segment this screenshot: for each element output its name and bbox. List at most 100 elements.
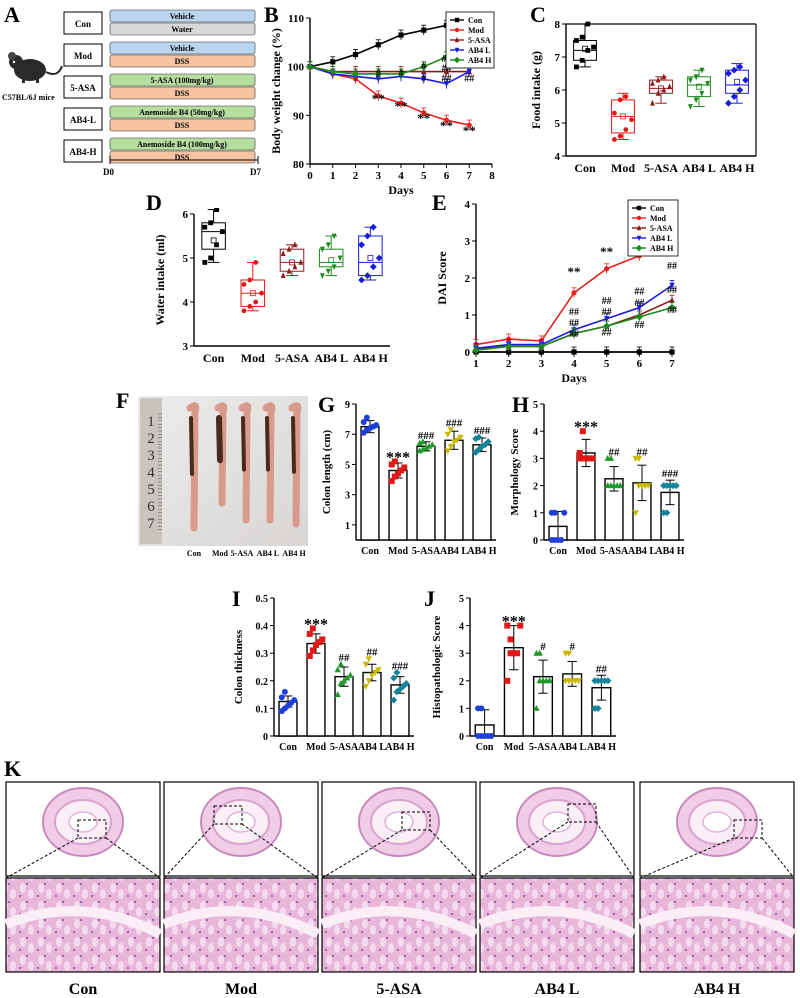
chart-c-food-intake: 4 5 6 7 8 Food intake (g) Con Mod 5-ASA AB4 L AB4 … [529,19,757,175]
y-tick-label: 9 [345,400,350,411]
y-tick-label: 3 [465,236,471,248]
data-point [507,636,514,643]
colon-specimen [262,402,276,524]
tissue-band [4,906,163,939]
data-point [241,282,247,287]
data-point [705,81,710,87]
x-tick-label: 5 [421,170,427,182]
significance-mark: # [376,68,381,79]
photo-label: Mod [212,549,229,558]
y-tick-label: 1 [465,310,471,322]
data-point [585,48,591,53]
data-point [725,70,732,77]
timeline-end: D7 [250,167,261,177]
mean-marker [620,113,626,120]
legend-marker [635,244,643,252]
data-point [594,704,602,712]
data-point [309,625,316,632]
data-point [655,89,661,96]
data-point [725,99,732,107]
data-point [220,229,225,234]
significance-mark: # [569,641,575,653]
data-point [604,316,610,323]
treatment-bar-0 [109,9,256,23]
photo-label: Con [187,549,202,558]
data-point [551,509,558,516]
y-tick-label: 3 [183,341,189,353]
panel-label-i: I [232,586,241,611]
series-line-ab4-h [309,53,470,75]
treatment-bar-4 [109,137,256,151]
group-label-3: AB4-L [70,115,96,125]
data-point [650,80,655,86]
x-tick-label: 6 [637,358,643,370]
data-point [650,99,655,106]
legend-marker [636,205,642,211]
data-point [390,696,398,704]
data-point [570,329,578,338]
zoom-region [733,819,763,839]
category-label: Mod [611,161,635,175]
category-label: Mod [306,742,326,753]
data-point [419,438,427,445]
mean-marker [289,259,295,266]
tissue-band [320,906,479,939]
colon-specimen [214,402,228,507]
series-line-ab4-l [309,65,470,85]
data-point [576,455,583,462]
y-tick-label: 5 [345,460,350,471]
y-tick-label: 8 [555,19,561,31]
photo-label: 5-ASA [231,549,254,558]
significance-mark: ## [442,64,452,75]
data-point [466,122,472,128]
data-point [575,678,582,685]
data-point [663,509,671,517]
data-point [669,296,675,303]
drink-label-2: DSS [175,89,190,98]
colon-specimen [186,402,200,532]
y-tick-label: 4 [183,297,189,309]
data-point [369,223,377,231]
category-label: 5-ASA [412,546,441,557]
data-point [313,641,319,648]
panel-label-c: C [530,2,546,27]
data-point [574,38,579,43]
x-tick-label: 0 [307,170,313,182]
data-point [514,650,521,657]
significance-mark: ## [634,298,644,309]
histology-label: AB4 L [535,981,580,998]
significance-mark: ** [440,118,453,133]
data-point [331,264,337,271]
y-tick-label: 5 [183,253,189,265]
x-tick-label: 1 [473,358,479,370]
colon-specimen [288,402,302,528]
chart-b-body-weight: 80 90 100 110 0 1 2 3 4 5 6 7 8 Body weight change (%… [269,11,495,197]
data-point [699,67,705,74]
group-label-0: Con [75,19,91,29]
data-point [585,21,591,27]
zoom-guide [639,837,735,879]
ruler-digit: 2 [147,431,155,447]
category-label: AB4 L [358,742,386,753]
panel-label-h: H [512,392,530,417]
category-label: AB4 L [440,546,468,557]
data-point [669,349,675,355]
data-point [612,137,617,142]
data-point [484,438,492,446]
treatment-label-0: Vehicle [170,12,195,21]
timeline-start: D0 [103,167,114,177]
treatment-label-1: Vehicle [170,44,195,53]
data-point [688,77,693,84]
data-point [443,81,450,88]
category-label: Mod [388,546,408,557]
data-point [591,44,596,50]
significance-mark: ### [446,418,463,430]
series-line-con [309,24,470,68]
panel-label-g: G [318,392,336,417]
category-label: Mod [576,546,596,557]
data-point [214,208,219,212]
ruler [140,398,162,544]
data-point [457,434,464,441]
zoom-region [567,803,597,823]
data-point [331,233,337,240]
